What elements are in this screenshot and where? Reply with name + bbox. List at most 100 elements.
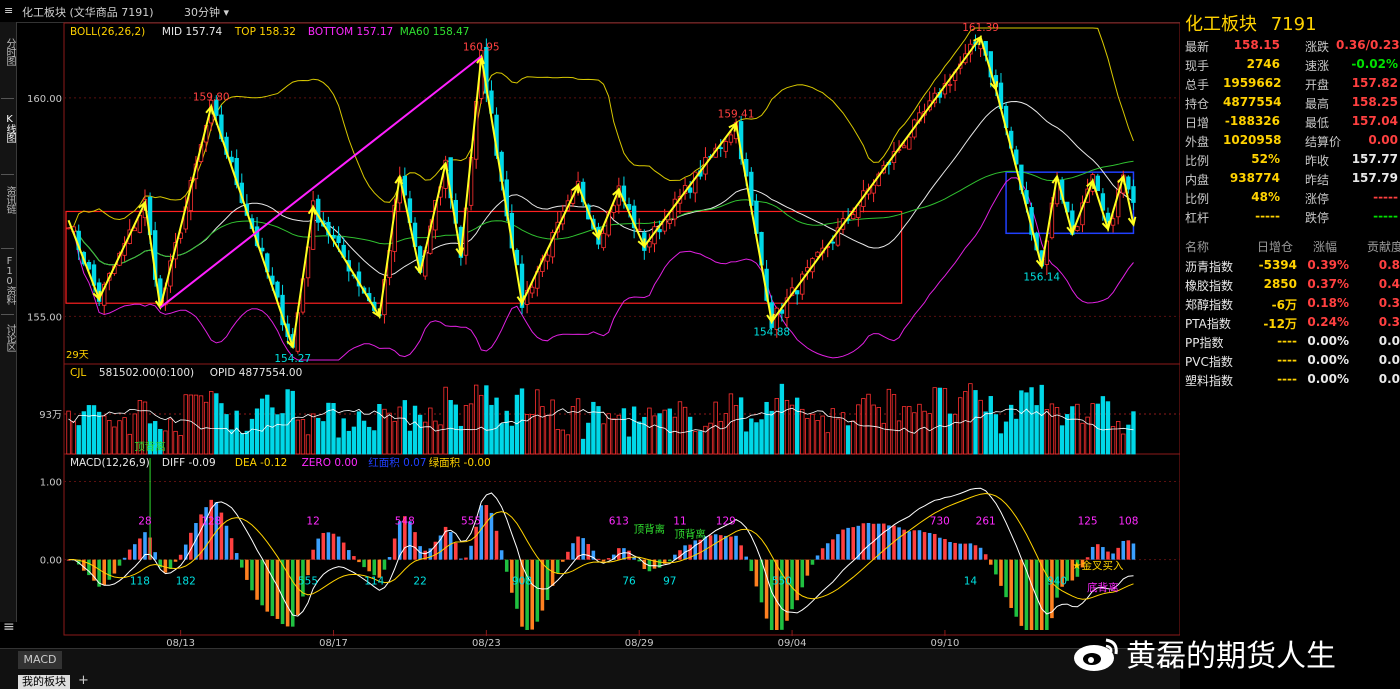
volume-bar xyxy=(687,416,693,455)
volume-bar xyxy=(942,388,948,455)
macd-histogram-bar xyxy=(581,538,585,560)
volume-bar xyxy=(871,404,876,455)
macd-histogram-bar xyxy=(454,542,458,560)
macd-area-label: 261 xyxy=(976,515,996,527)
kline-chart[interactable]: 160.00 155.00 1.00 0.00 93万 08/13 08/17 08/23 08… xyxy=(16,22,1180,648)
volume-bar xyxy=(616,414,622,455)
macd-annotation: 底背离 xyxy=(1087,581,1119,594)
quote-row: 外盘 1020958 结算价 0.00 xyxy=(1181,133,1400,152)
volume-bar xyxy=(1090,403,1095,455)
x-tick-label: 08/23 xyxy=(472,638,501,648)
macd-histogram-bar xyxy=(866,522,871,560)
macd-area-label: 11 xyxy=(673,515,686,527)
tab-macd[interactable]: MACD xyxy=(18,651,62,669)
volume-bar xyxy=(637,421,642,455)
volume-bar xyxy=(718,420,723,455)
index-row[interactable]: 郑醇指数 -6万 0.18% 0.3 xyxy=(1181,296,1400,315)
volume-bar xyxy=(586,422,591,455)
macd-area-label: 125 xyxy=(1078,515,1098,527)
index-row[interactable]: PTA指数 -12万 0.24% 0.3 xyxy=(1181,315,1400,334)
wave-arrowhead xyxy=(1127,216,1137,227)
macd-histogram-bar xyxy=(1131,543,1136,560)
wave-arrowhead xyxy=(1101,220,1111,232)
volume-bar xyxy=(336,437,341,455)
macd-histogram-bar xyxy=(296,559,300,615)
wave-arrowhead xyxy=(766,313,775,324)
volume-bar xyxy=(331,403,336,455)
macd-histogram-bar xyxy=(805,559,810,576)
macd-histogram-bar xyxy=(240,559,244,568)
macd-histogram-bar xyxy=(433,541,438,560)
volume-bar xyxy=(433,420,438,455)
candle-body xyxy=(631,205,637,229)
tab-timeshare[interactable]: 分时图 xyxy=(4,38,15,65)
index-row[interactable]: PVC指数 ---- 0.00% 0.0 xyxy=(1181,353,1400,372)
macd-histogram-bar xyxy=(764,559,769,619)
period-dropdown[interactable]: 30分钟 ▾ xyxy=(184,4,229,20)
volume-bar xyxy=(178,435,183,455)
macd-histogram-bar xyxy=(963,543,968,560)
volume-bar xyxy=(1044,409,1050,455)
macd-histogram-bar xyxy=(1116,547,1120,560)
macd-histogram-bar xyxy=(550,559,555,586)
macd-histogram-bar xyxy=(82,559,86,571)
index-oi-change: -6万 xyxy=(1271,298,1297,312)
index-row[interactable]: 橡胶指数 2850 0.37% 0.4 xyxy=(1181,277,1400,296)
nav-divider xyxy=(1,98,14,99)
tab-f10[interactable]: F10资料 xyxy=(4,256,15,304)
volume-bar xyxy=(173,430,178,455)
tab-my-sector[interactable]: 我的板块 xyxy=(18,675,70,689)
macd-histogram-bar xyxy=(153,552,157,560)
volume-bar xyxy=(147,423,153,455)
macd-histogram-bar xyxy=(530,559,534,630)
volume-bar xyxy=(550,399,555,455)
volume-bar xyxy=(428,407,433,455)
volume-bar xyxy=(652,415,657,455)
index-contribution: 0.0 xyxy=(1378,353,1400,367)
index-column-header[interactable]: 名称 xyxy=(1185,240,1210,254)
macd-histogram-bar xyxy=(234,553,239,560)
tab-news[interactable]: 资讯链 xyxy=(4,186,15,213)
low-price-label: 154.88 xyxy=(753,327,790,339)
macd-histogram-bar xyxy=(897,527,901,560)
volume-bar xyxy=(876,407,881,455)
volume-bar xyxy=(825,432,830,455)
volume-bar xyxy=(983,411,988,455)
macd-annotation: ★金叉买入 xyxy=(1072,559,1124,572)
menu-icon[interactable]: ≡ xyxy=(4,4,14,17)
index-row[interactable]: 沥青指数 -5394 0.39% 0.8 xyxy=(1181,258,1400,277)
volume-bar xyxy=(1003,421,1009,455)
volume-bar xyxy=(815,420,820,455)
macd-area-label: 555 xyxy=(461,515,481,527)
index-name: 塑料指数 xyxy=(1185,374,1234,388)
menu-icon[interactable]: ≡ xyxy=(3,619,15,635)
volume-bar xyxy=(601,423,606,455)
index-column-header[interactable]: 贡献度 xyxy=(1367,240,1400,254)
macd-histogram-bar xyxy=(1065,559,1069,581)
boll-legend-item: TOP 158.32 xyxy=(234,26,296,38)
index-row[interactable]: PP指数 ---- 0.00% 0.0 xyxy=(1181,334,1400,353)
macd-histogram-bar xyxy=(836,534,840,560)
volume-bar xyxy=(611,418,616,455)
macd-annotation: 顶背离 xyxy=(634,522,666,535)
volume-bar xyxy=(188,394,194,455)
volume-bar xyxy=(229,429,234,455)
volume-bar xyxy=(504,410,509,455)
tab-kline[interactable]: K线图 xyxy=(4,114,15,142)
index-oi-change: ---- xyxy=(1277,334,1297,348)
add-tab-button[interactable]: + xyxy=(78,673,89,688)
volume-bar xyxy=(198,395,204,455)
volume-bar xyxy=(708,422,713,455)
tab-discussion[interactable]: 讨论区 xyxy=(4,324,15,351)
instrument-name: 化工板块 xyxy=(1185,14,1257,35)
index-column-header[interactable]: 涨幅 xyxy=(1313,240,1338,254)
index-change: 0.37% xyxy=(1307,277,1349,291)
index-column-header[interactable]: 日增仓 xyxy=(1257,240,1294,254)
volume-bar xyxy=(438,424,443,455)
index-name: 橡胶指数 xyxy=(1185,279,1234,293)
macd-area-label: 182 xyxy=(176,576,196,588)
macd-area-label: 97 xyxy=(663,576,676,588)
index-row[interactable]: 塑料指数 ---- 0.00% 0.0 xyxy=(1181,372,1400,391)
volume-bar xyxy=(295,419,301,455)
volume-bar xyxy=(973,390,978,455)
